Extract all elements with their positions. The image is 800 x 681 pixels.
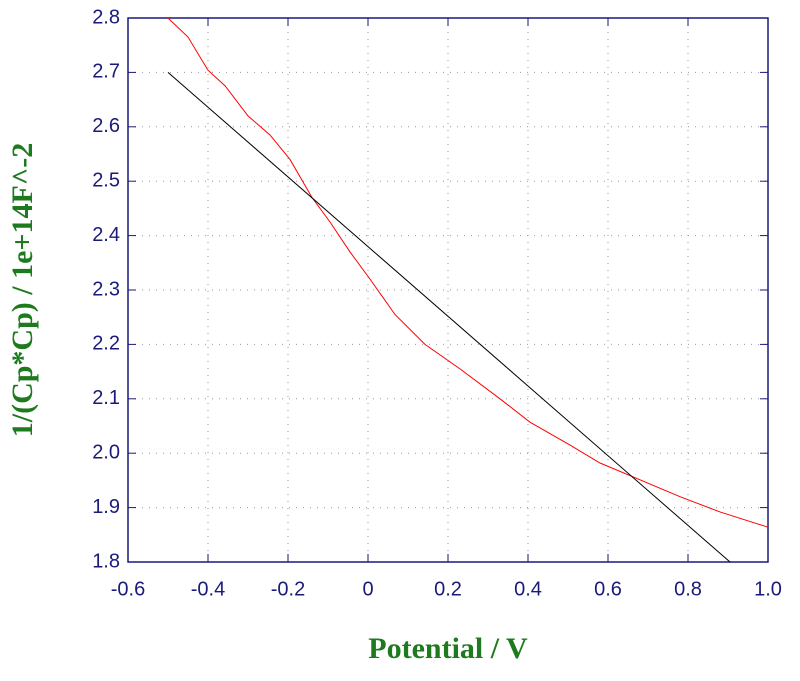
x-tick-label: 0 <box>362 578 373 600</box>
x-tick-label: 0.4 <box>514 578 542 600</box>
y-tick-label: 2.4 <box>92 224 120 246</box>
data-line <box>167 17 769 528</box>
y-axis-label: 1/(Cp*Cp) / 1e+14F^-2 <box>6 143 39 438</box>
y-tick-label: 2.0 <box>92 441 120 463</box>
y-tick-label: 2.7 <box>92 61 120 83</box>
y-tick-label: 2.3 <box>92 278 120 300</box>
plot-frame <box>127 17 769 563</box>
y-tick-label: 2.8 <box>92 6 120 28</box>
x-tick-label: -0.6 <box>111 578 145 600</box>
x-axis-label: Potential / V <box>368 632 528 665</box>
x-tick-label: 1.0 <box>754 578 782 600</box>
y-tick-label: 2.2 <box>92 333 120 355</box>
y-tick-label: 2.1 <box>92 387 120 409</box>
x-tick-label: -0.4 <box>191 578 225 600</box>
x-tick-label: 0.6 <box>594 578 622 600</box>
data-line <box>167 72 731 563</box>
y-tick-label: 1.9 <box>92 496 120 518</box>
y-tick-label: 2.5 <box>92 169 120 191</box>
y-tick-label: 1.8 <box>92 550 120 572</box>
y-tick-label: 2.6 <box>92 115 120 137</box>
x-tick-label: 0.2 <box>434 578 462 600</box>
x-tick-label: -0.2 <box>271 578 305 600</box>
x-tick-label: 0.8 <box>674 578 702 600</box>
